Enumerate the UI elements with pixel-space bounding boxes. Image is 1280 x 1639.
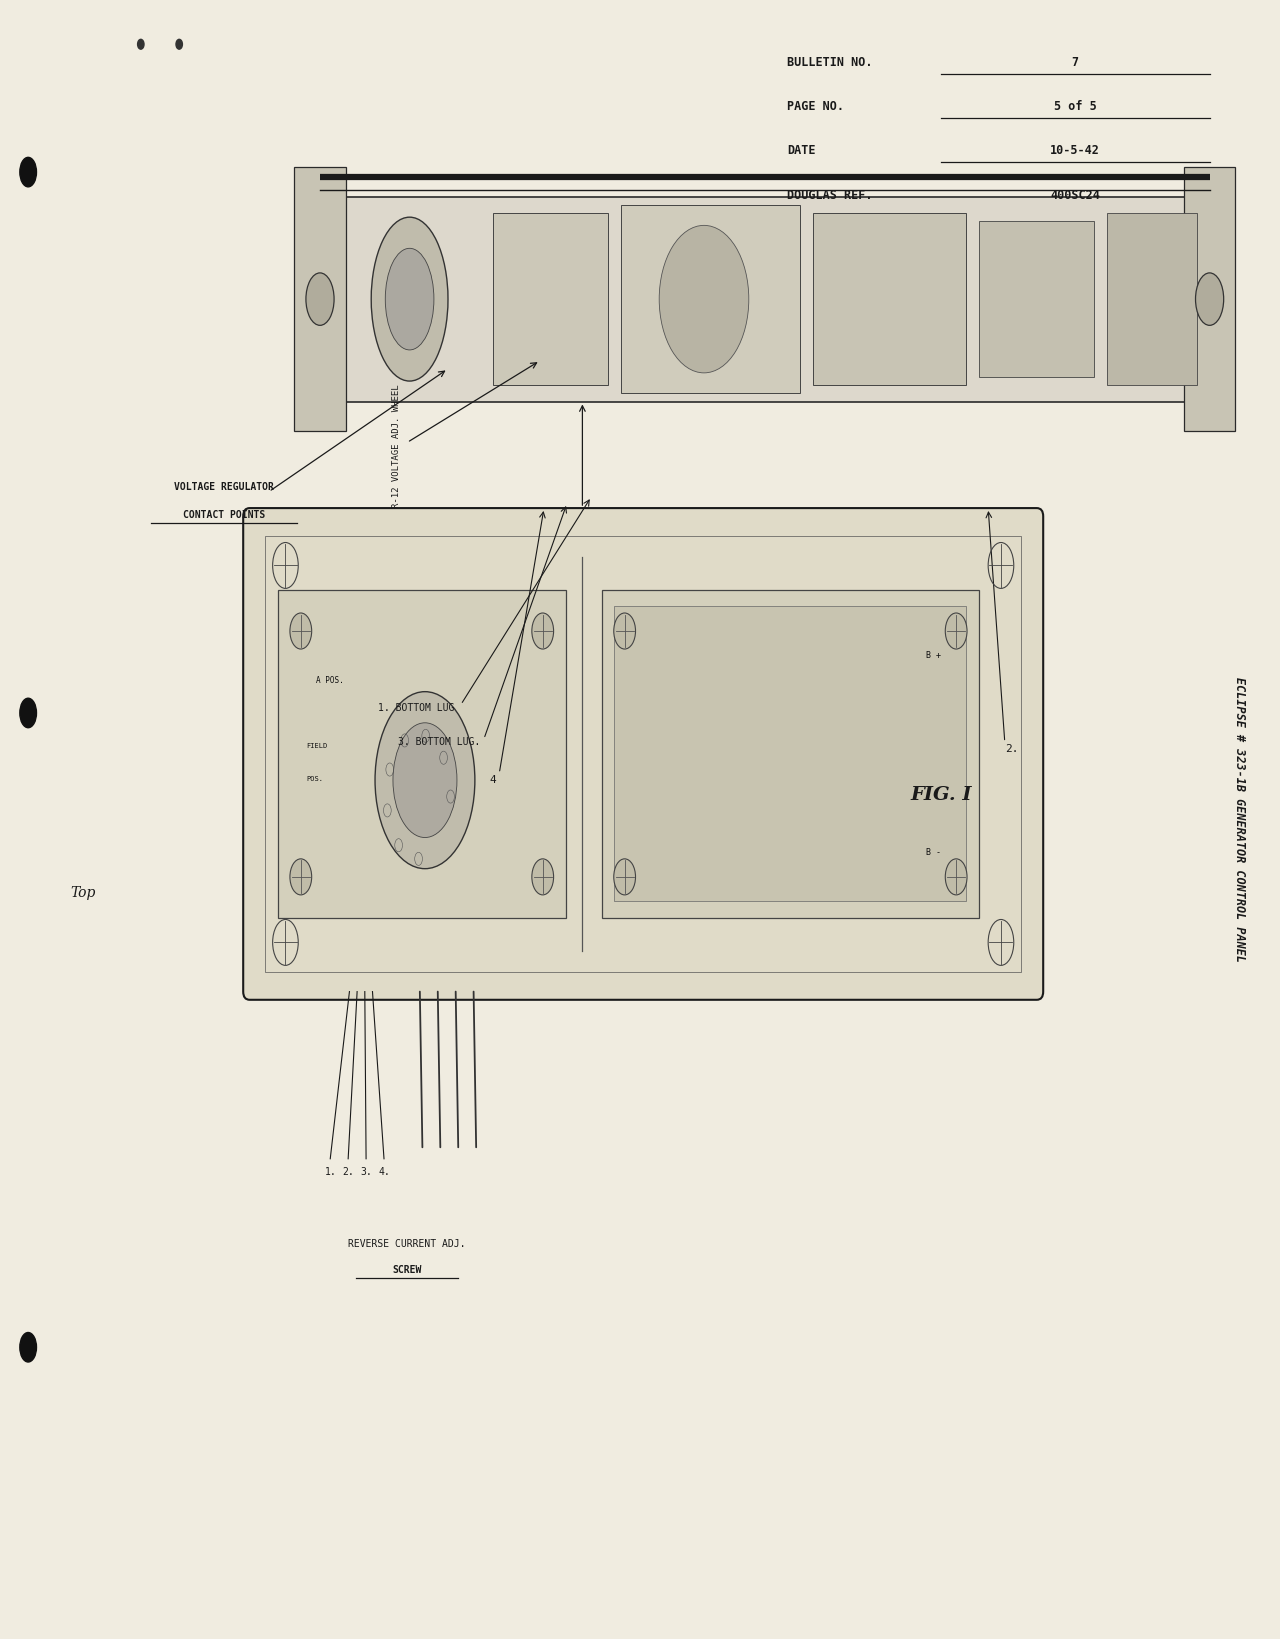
Ellipse shape	[393, 723, 457, 838]
Bar	[1107, 213, 1197, 385]
Text: Top: Top	[70, 887, 96, 900]
Text: 7: 7	[1071, 56, 1079, 69]
Bar	[614, 606, 966, 901]
Bar	[265, 536, 1021, 972]
Ellipse shape	[19, 698, 36, 728]
Bar	[1184, 167, 1235, 431]
Text: FIELD: FIELD	[306, 742, 328, 749]
Text: 1.: 1.	[324, 1167, 337, 1177]
Bar	[493, 213, 608, 385]
Text: 3. BOTTOM LUG.: 3. BOTTOM LUG.	[398, 738, 480, 747]
Text: VOLTAGE REGULATOR: VOLTAGE REGULATOR	[174, 482, 274, 492]
Text: BULLETIN NO.: BULLETIN NO.	[787, 56, 873, 69]
Ellipse shape	[371, 218, 448, 382]
Text: DATE: DATE	[787, 144, 815, 157]
Ellipse shape	[306, 274, 334, 325]
Text: A POS.: A POS.	[316, 675, 344, 685]
Bar	[278, 590, 566, 918]
Ellipse shape	[289, 859, 311, 895]
Text: 400SC24: 400SC24	[1051, 188, 1100, 202]
Ellipse shape	[385, 249, 434, 351]
Ellipse shape	[375, 692, 475, 869]
Text: 10-5-42: 10-5-42	[1051, 144, 1100, 157]
Text: 2.: 2.	[342, 1167, 355, 1177]
Text: 5 of 5: 5 of 5	[1053, 100, 1097, 113]
Ellipse shape	[532, 613, 554, 649]
Text: B -: B -	[925, 847, 941, 857]
Text: 4.: 4.	[378, 1167, 390, 1177]
Text: R-12 VOLTAGE ADJ. WHEEL: R-12 VOLTAGE ADJ. WHEEL	[392, 385, 402, 508]
Ellipse shape	[945, 859, 968, 895]
Text: PAGE NO.: PAGE NO.	[787, 100, 845, 113]
Ellipse shape	[19, 1333, 36, 1362]
Text: SCREW: SCREW	[393, 1265, 421, 1275]
Bar	[294, 167, 346, 431]
Bar	[621, 205, 800, 393]
Text: B +: B +	[925, 651, 941, 661]
Ellipse shape	[19, 157, 36, 187]
Text: 2.: 2.	[1005, 744, 1019, 754]
Ellipse shape	[138, 39, 143, 49]
Text: 1. BOTTOM LUG: 1. BOTTOM LUG	[378, 703, 454, 713]
Text: ECLIPSE # 323-1B GENERATOR CONTROL PANEL: ECLIPSE # 323-1B GENERATOR CONTROL PANEL	[1233, 677, 1245, 962]
Text: 3.: 3.	[360, 1167, 372, 1177]
FancyBboxPatch shape	[243, 508, 1043, 1000]
Ellipse shape	[614, 859, 636, 895]
Ellipse shape	[945, 613, 968, 649]
Bar	[602, 590, 979, 918]
Ellipse shape	[659, 226, 749, 374]
Bar	[813, 213, 966, 385]
Text: REVERSE CURRENT ADJ.: REVERSE CURRENT ADJ.	[348, 1239, 466, 1249]
Bar	[979, 221, 1094, 377]
Ellipse shape	[532, 859, 554, 895]
Bar	[326, 197, 1203, 402]
Ellipse shape	[614, 613, 636, 649]
Text: FIG. I: FIG. I	[910, 787, 972, 803]
Ellipse shape	[177, 39, 183, 49]
Text: DOUGLAS REF.: DOUGLAS REF.	[787, 188, 873, 202]
Text: POS.: POS.	[306, 775, 323, 782]
Text: 4: 4	[490, 775, 497, 785]
Text: CONTACT POINTS: CONTACT POINTS	[183, 510, 265, 520]
Ellipse shape	[1196, 274, 1224, 325]
Ellipse shape	[289, 613, 311, 649]
